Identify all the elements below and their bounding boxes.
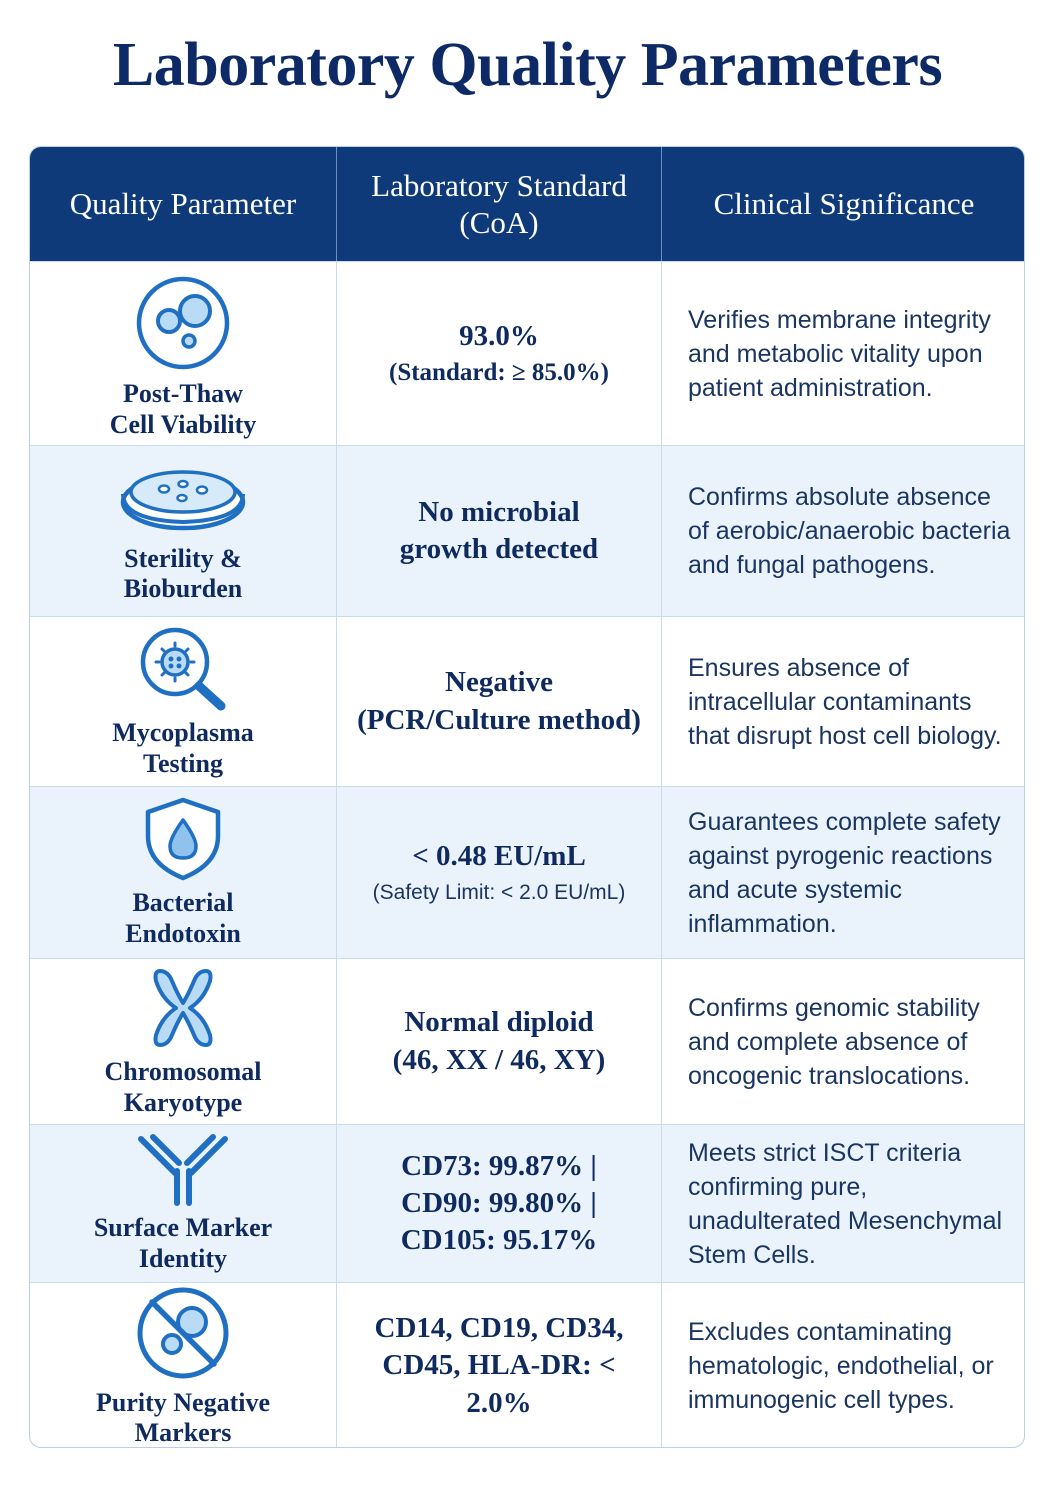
standard-cell: Normal diploid (46, XX / 46, XY) bbox=[336, 959, 661, 1124]
table-row: Mycoplasma Testing Negative (PCR/Culture… bbox=[30, 616, 1024, 786]
magnifier-microbe-icon bbox=[140, 627, 226, 711]
parameter-cell: Bacterial Endotoxin bbox=[30, 787, 336, 958]
no-cells-icon bbox=[137, 1287, 229, 1379]
significance-cell: Confirms absolute absence of aerobic/ana… bbox=[661, 446, 1024, 616]
standard-value: 93.0% bbox=[459, 319, 539, 352]
standard-cell: < 0.48 EU/mL (Safety Limit: < 2.0 EU/mL) bbox=[336, 787, 661, 958]
significance-cell: Ensures absence of intracellular contami… bbox=[661, 617, 1024, 786]
parameter-cell: Mycoplasma Testing bbox=[30, 617, 336, 786]
parameter-name: Sterility & Bioburden bbox=[123, 543, 243, 603]
standard-value: No microbial growth detected bbox=[399, 495, 599, 565]
page-title: Laboratory Quality Parameters bbox=[112, 31, 943, 99]
cell-viability-icon bbox=[136, 276, 230, 370]
parameter-cell: Post-Thaw Cell Viability bbox=[30, 262, 336, 445]
quality-table: Quality Parameter Laboratory Standard (C… bbox=[29, 146, 1025, 1448]
chromosome-icon bbox=[153, 969, 213, 1048]
standard-value: Normal diploid (46, XX / 46, XY) bbox=[392, 1006, 606, 1076]
header-clinical-significance: Clinical Significance bbox=[661, 147, 1024, 261]
parameter-name: Surface Marker Identity bbox=[93, 1213, 273, 1273]
parameter-cell: Sterility & Bioburden bbox=[30, 446, 336, 616]
header-quality-parameter: Quality Parameter bbox=[69, 186, 297, 222]
standard-note: (Safety Limit: < 2.0 EU/mL) bbox=[372, 881, 626, 905]
significance-cell: Guarantees complete safety against pyrog… bbox=[661, 787, 1024, 958]
table-header: Quality Parameter Laboratory Standard (C… bbox=[30, 147, 1024, 261]
table-row: Purity Negative Markers CD14, CD19, CD34… bbox=[30, 1282, 1024, 1447]
parameter-name: Post-Thaw Cell Viability bbox=[109, 379, 257, 439]
parameter-name: Bacterial Endotoxin bbox=[125, 888, 241, 948]
table-row: Bacterial Endotoxin < 0.48 EU/mL (Safety… bbox=[30, 786, 1024, 958]
significance-cell: Confirms genomic stability and complete … bbox=[661, 959, 1024, 1124]
table-row: Sterility & Bioburden No microbial growt… bbox=[30, 445, 1024, 616]
standard-cell: 93.0% (Standard: ≥ 85.0%) bbox=[336, 262, 661, 445]
header-laboratory-standard: Laboratory Standard (CoA) bbox=[336, 147, 661, 261]
standard-cell: CD73: 99.87% | CD90: 99.80% | CD105: 95.… bbox=[336, 1125, 661, 1282]
significance-cell: Excludes contaminating hematologic, endo… bbox=[661, 1283, 1024, 1447]
significance-cell: Verifies membrane integrity and metaboli… bbox=[661, 262, 1024, 445]
standard-value: < 0.48 EU/mL bbox=[412, 840, 586, 873]
parameter-name: Mycoplasma Testing bbox=[112, 718, 254, 778]
parameter-name: Purity Negative Markers bbox=[95, 1387, 270, 1447]
standard-value: Negative (PCR/Culture method) bbox=[357, 666, 641, 736]
parameter-cell: Purity Negative Markers bbox=[30, 1283, 336, 1447]
antibody-icon bbox=[138, 1134, 228, 1207]
standard-cell: CD14, CD19, CD34, CD45, HLA-DR: < 2.0% bbox=[336, 1283, 661, 1447]
standard-cell: Negative (PCR/Culture method) bbox=[336, 617, 661, 786]
table-row: Chromosomal Karyotype Normal diploid (46… bbox=[30, 958, 1024, 1124]
table-row: Surface Marker Identity CD73: 99.87% | C… bbox=[30, 1124, 1024, 1282]
standard-note: (Standard: ≥ 85.0%) bbox=[389, 358, 609, 386]
parameter-name: Chromosomal Karyotype bbox=[104, 1057, 262, 1117]
standard-cell: No microbial growth detected bbox=[336, 446, 661, 616]
parameter-cell: Chromosomal Karyotype bbox=[30, 959, 336, 1124]
table-row: Post-Thaw Cell Viability 93.0% (Standard… bbox=[30, 261, 1024, 445]
shield-drop-icon bbox=[145, 797, 221, 881]
significance-cell: Meets strict ISCT criteria confirming pu… bbox=[661, 1125, 1024, 1282]
parameter-cell: Surface Marker Identity bbox=[30, 1125, 336, 1282]
standard-value: CD14, CD19, CD34, CD45, HLA-DR: < 2.0% bbox=[374, 1312, 624, 1419]
petri-dish-icon bbox=[120, 469, 246, 530]
standard-value: CD73: 99.87% | CD90: 99.80% | CD105: 95.… bbox=[400, 1149, 598, 1257]
